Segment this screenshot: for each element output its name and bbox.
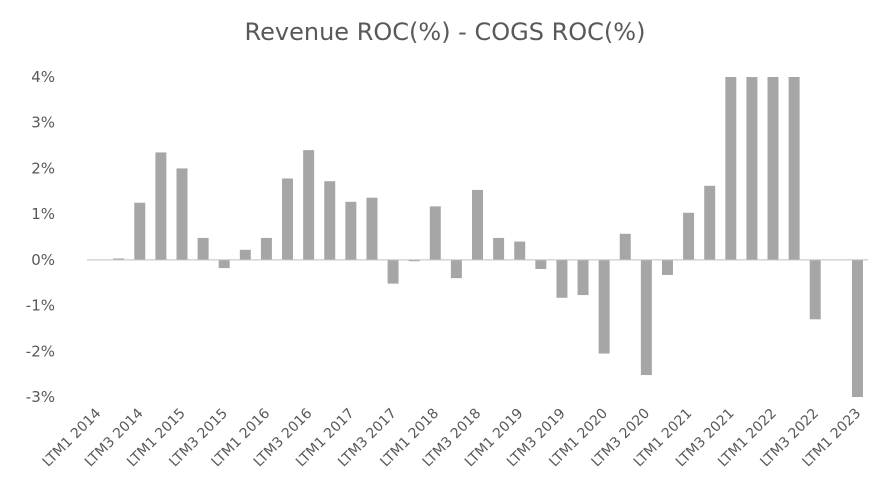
bar [282, 178, 294, 260]
bar [155, 152, 167, 260]
bar [577, 259, 589, 296]
bar [260, 237, 272, 260]
bar [556, 259, 568, 298]
bar [429, 206, 441, 260]
y-tick-label: -2% [26, 342, 55, 360]
y-axis: 4% 3% 2% 1% 0% -1% -2% -3% [26, 68, 55, 406]
bar [514, 241, 526, 260]
bar [767, 77, 779, 260]
bar [640, 259, 652, 376]
bar [450, 259, 462, 279]
bar [134, 202, 146, 260]
bar [387, 259, 399, 284]
bar [197, 237, 209, 260]
bar [176, 168, 188, 260]
bar [493, 237, 505, 260]
chart-title: Revenue ROC(%) - COGS ROC(%) [244, 18, 646, 46]
y-tick-label: 2% [31, 159, 55, 177]
bar [704, 185, 716, 260]
bar [408, 259, 420, 262]
bar [683, 212, 695, 260]
bar [303, 150, 315, 260]
bar [239, 249, 251, 260]
y-tick-label: -1% [26, 297, 55, 315]
bar [472, 189, 483, 260]
y-tick-label: -3% [26, 388, 55, 406]
bar [366, 197, 378, 260]
bar [809, 259, 821, 320]
bar [746, 77, 758, 260]
bar [725, 77, 737, 260]
bar [661, 259, 673, 275]
bar [535, 259, 547, 269]
bar [218, 259, 230, 269]
bar [788, 77, 800, 260]
y-tick-label: 0% [31, 251, 55, 269]
bar [324, 181, 336, 260]
bars [113, 77, 863, 397]
y-tick-label: 1% [31, 205, 55, 223]
y-tick-label: 3% [31, 114, 55, 132]
bar [851, 259, 863, 397]
bar [113, 258, 125, 260]
bar [598, 259, 610, 354]
y-tick-label: 4% [31, 68, 55, 86]
bar [619, 233, 631, 260]
bar [345, 201, 357, 260]
